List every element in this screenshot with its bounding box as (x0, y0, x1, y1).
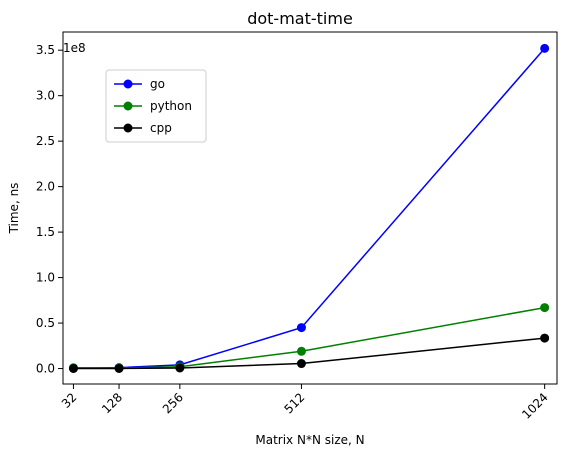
x-tick-label: 32 (59, 390, 80, 411)
x-axis-label: Matrix N*N size, N (255, 433, 364, 447)
y-tick-label: 2.5 (36, 134, 55, 148)
data-point-cpp (69, 364, 78, 373)
x-tick-label: 128 (99, 390, 125, 416)
y-tick-label: 2.0 (36, 180, 55, 194)
data-point-python (540, 303, 549, 312)
data-point-cpp (115, 364, 124, 373)
legend-label-cpp: cpp (150, 121, 172, 135)
x-tick-label: 512 (281, 390, 307, 416)
x-tick-label: 256 (160, 390, 186, 416)
data-point-cpp (540, 334, 549, 343)
data-point-go (540, 44, 549, 53)
y-tick-label: 1.5 (36, 225, 55, 239)
data-point-cpp (175, 363, 184, 372)
y-tick-label: 1.0 (36, 271, 55, 285)
y-tick-label: 0.0 (36, 362, 55, 376)
y-tick-label: 3.0 (36, 89, 55, 103)
y-axis-ticks: 0.0 0.5 1.0 1.5 2.0 2.5 3.0 3.5 (36, 43, 63, 375)
y-offset-label: 1e8 (63, 41, 86, 55)
data-point-go (297, 323, 306, 332)
x-tick-label: 1024 (519, 390, 550, 421)
chart-title: dot-mat-time (247, 9, 353, 28)
legend-label-python: python (150, 99, 192, 113)
legend: go python cpp (106, 70, 206, 142)
data-point-python (297, 347, 306, 356)
y-tick-label: 0.5 (36, 316, 55, 330)
data-point-cpp (297, 359, 306, 368)
legend-marker-python (124, 102, 133, 111)
legend-marker-cpp (124, 124, 133, 133)
legend-marker-go (124, 80, 133, 89)
legend-label-go: go (150, 77, 165, 91)
y-axis-label: Time, ns (7, 183, 21, 235)
y-tick-label: 3.5 (36, 43, 55, 57)
x-axis-ticks: 32 128 256 512 1024 (59, 384, 551, 422)
